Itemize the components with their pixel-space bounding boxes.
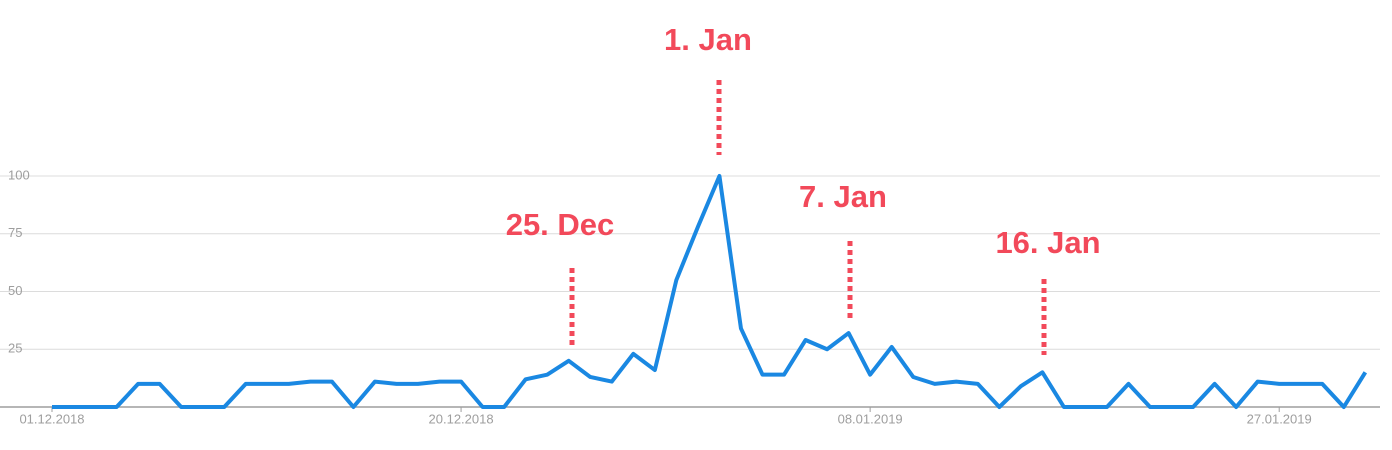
x-tick-label: 01.12.2018 [19,411,84,426]
annotation: 7. Jan [799,179,887,214]
y-tick-label: 50 [8,283,22,298]
data-line [52,174,1368,409]
y-tick-label: 75 [8,225,22,240]
annotation: 25. Dec [506,207,615,242]
annotation: 1. Jan [664,22,752,57]
x-tick-label: 08.01.2019 [838,411,903,426]
y-tick-label: 25 [8,341,22,356]
x-tick-label: 20.12.2018 [429,411,494,426]
annotation: 16. Jan [995,225,1100,260]
y-tick-label: 100 [8,167,30,182]
x-tick-label: 27.01.2019 [1247,411,1312,426]
